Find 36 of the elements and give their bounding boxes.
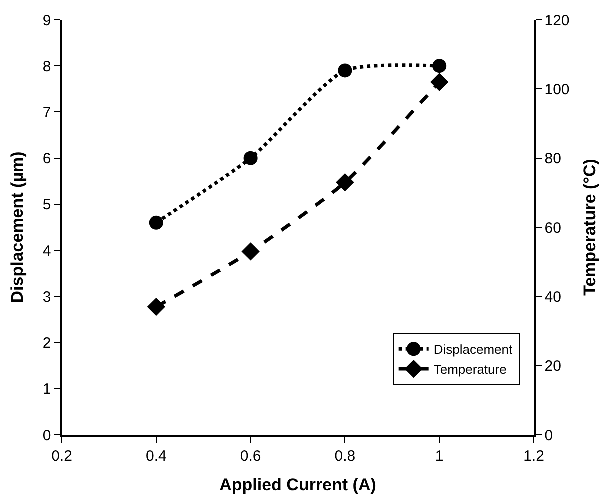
y-tick-label: 8 [42,58,52,76]
y2-tick-label: 100 [544,81,570,98]
y2-tick-label: 20 [544,358,562,376]
y-tick-label: 5 [42,196,52,214]
y2-tick-label: 80 [544,150,562,168]
legend-label: Displacement [434,342,513,358]
point [432,59,447,74]
x-tick-label: 0.4 [146,448,167,465]
point [430,73,449,92]
point [338,64,352,78]
x-tick-label: 0.8 [334,448,356,465]
point [147,298,166,316]
y-axis-title: Displacement (µm) [8,152,27,304]
y2-axis-title: Temperature (°C) [580,159,600,296]
y2-tick-label: 40 [544,288,562,306]
point [336,173,354,192]
y-tick-label: 7 [42,104,52,122]
y-tick-label: 6 [42,150,52,168]
legend-label: Temperature [434,362,507,378]
y2-tick-label: 0 [544,427,554,444]
point [149,216,164,230]
y2-tick-label: 120 [544,12,570,30]
x-axis-title: Applied Current (A) [220,476,376,495]
y-tick-label: 3 [42,288,52,306]
y-tick-label: 4 [42,242,52,260]
y-tick-label: 2 [42,335,52,352]
x-tick-label: 1 [435,448,444,465]
point [244,151,258,166]
point [242,242,260,261]
y-tick-label: 9 [42,12,52,30]
y-tick-label: 1 [42,381,52,398]
x-tick-label: 0.2 [52,448,72,465]
x-tick-label: 0.6 [240,448,262,465]
y-tick-label: 0 [42,427,52,444]
x-tick-label: 1.2 [524,448,544,465]
y2-tick-label: 60 [544,220,562,237]
